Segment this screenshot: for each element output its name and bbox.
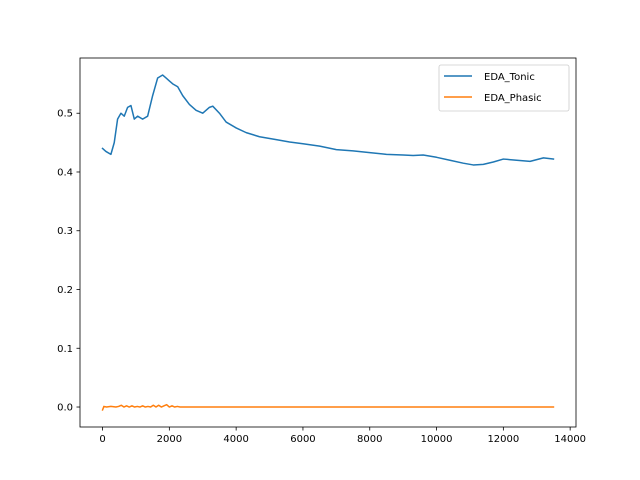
legend: EDA_Tonic EDA_Phasic [438,64,570,112]
x-tick-label: 6000 [290,434,315,445]
x-axis: 0 2000 4000 6000 8000 10000 12000 14000 [99,427,586,445]
x-tick-label: 14000 [554,434,586,445]
x-tick-label: 4000 [223,434,248,445]
plot-area [101,74,555,411]
y-tick-label: 0.1 [57,344,73,355]
x-tick-label: 8000 [357,434,382,445]
y-tick-label: 0.4 [57,167,73,178]
x-tick-label: 10000 [421,434,453,445]
y-tick-label: 0.2 [57,285,73,296]
y-tick-label: 0.0 [57,403,73,414]
y-tick-label: 0.3 [57,226,73,237]
series-layer [101,74,555,411]
legend-label: EDA_Phasic [484,93,542,104]
series-line-eda-tonic [101,74,555,166]
legend-label: EDA_Tonic [484,72,535,83]
y-axis: 0.0 0.1 0.2 0.3 0.4 0.5 [57,109,80,414]
y-tick-label: 0.5 [57,109,73,120]
series-line-eda-phasic [101,403,555,411]
x-tick-label: 2000 [157,434,182,445]
x-tick-label: 12000 [487,434,519,445]
x-tick-label: 0 [99,434,105,445]
axes-frame [79,57,577,428]
